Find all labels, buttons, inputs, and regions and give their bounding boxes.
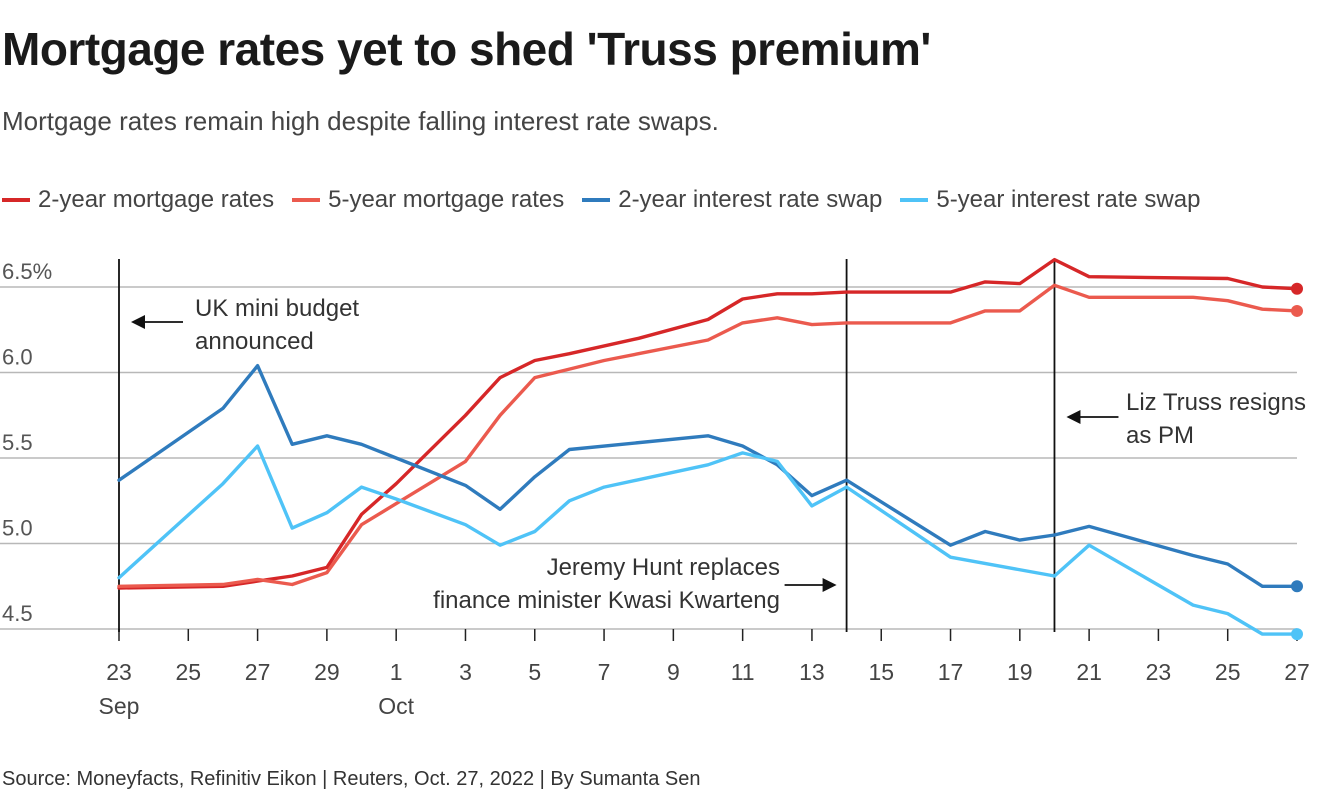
series-line-4 <box>117 444 1299 636</box>
y-tick-label: 5.0 <box>2 516 33 541</box>
x-tick-label: 23 <box>106 659 132 685</box>
annotation-truss-text: Liz Truss resigns <box>1126 389 1306 416</box>
x-tick-label: 13 <box>799 659 825 685</box>
chart-subtitle: Mortgage rates remain high despite falli… <box>2 106 719 136</box>
y-tick-label: 6.0 <box>2 345 33 370</box>
series-line-1 <box>117 257 1299 590</box>
annotation-mini-budget-text: UK mini budget <box>195 295 359 322</box>
x-tick-label: 25 <box>175 659 201 685</box>
y-tick-label: 5.5 <box>2 430 33 455</box>
legend-label-5yr-mortgage: 5-year mortgage rates <box>328 186 565 213</box>
x-tick-label: 11 <box>731 659 755 685</box>
legend-swatch-2yr-mortgage <box>2 198 30 202</box>
x-tick-label: 7 <box>598 659 611 685</box>
annotation-hunt-arrow-head <box>822 578 837 592</box>
series-line-2 <box>117 283 1299 588</box>
legend-label-2yr-mortgage: 2-year mortgage rates <box>38 186 275 213</box>
legend-item-2yr-swap: 2-year interest rate swap <box>582 186 882 214</box>
x-tick-label: 27 <box>1284 659 1310 685</box>
legend-swatch-5yr-swap <box>900 198 929 202</box>
series-end-marker-2 <box>1291 304 1303 317</box>
legend-swatch-2yr-swap <box>582 198 611 202</box>
series-end-marker-1 <box>1291 282 1303 295</box>
series-end-marker-4 <box>1291 628 1303 641</box>
x-tick-label: 9 <box>667 659 680 685</box>
y-tick-label: 4.5 <box>2 601 33 626</box>
legend-swatch-5yr-mortgage <box>292 198 321 202</box>
x-tick-label: 3 <box>459 659 472 685</box>
source-note: Source: Moneyfacts, Refinitiv Eikon | Re… <box>2 768 701 790</box>
y-tick-label: 6.5% <box>2 259 52 284</box>
x-tick-label: 29 <box>314 659 340 685</box>
x-tick-label: 17 <box>938 659 964 685</box>
x-tick-label: 27 <box>245 659 271 685</box>
x-tick-label: 25 <box>1215 659 1241 685</box>
annotation-truss-arrow-head <box>1066 410 1081 424</box>
legend-item-5yr-mortgage: 5-year mortgage rates <box>292 186 564 214</box>
annotation-hunt-text: Jeremy Hunt replaces <box>547 554 780 581</box>
x-tick-label: 21 <box>1076 659 1102 685</box>
x-tick-month-label: Oct <box>378 693 414 719</box>
x-tick-label: 5 <box>528 659 541 685</box>
x-tick-label: 15 <box>868 659 894 685</box>
x-tick-label: 19 <box>1007 659 1033 685</box>
legend-item-5yr-swap: 5-year interest rate swap <box>900 186 1200 214</box>
legend: 2-year mortgage rates 5-year mortgage ra… <box>2 186 1200 214</box>
legend-item-2yr-mortgage: 2-year mortgage rates <box>2 186 274 214</box>
x-tick-label: 23 <box>1146 659 1172 685</box>
x-tick-label: 1 <box>390 659 403 685</box>
annotation-mini-budget-text: announced <box>195 328 314 355</box>
legend-label-2yr-swap: 2-year interest rate swap <box>618 186 883 213</box>
legend-label-5yr-swap: 5-year interest rate swap <box>936 186 1201 213</box>
annotation-truss-text: as PM <box>1126 422 1194 449</box>
annotation-mini-budget-arrow-head <box>131 315 145 329</box>
series-end-marker-3 <box>1291 580 1303 593</box>
annotation-hunt-text: finance minister Kwasi Kwarteng <box>433 587 780 614</box>
chart-title: Mortgage rates yet to shed 'Truss premiu… <box>2 23 931 75</box>
x-tick-month-label: Sep <box>99 693 140 719</box>
